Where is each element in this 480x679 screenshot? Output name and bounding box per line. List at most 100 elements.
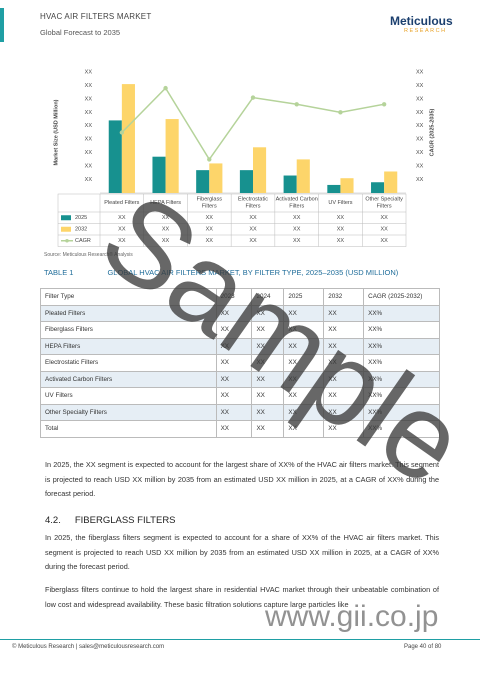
logo-subtitle: RESEARCH [404,28,447,34]
bar [253,147,267,193]
label-line: Pleated Filters [104,200,139,206]
table-cell: Total [40,420,217,438]
table-cell: UV Filters [40,387,217,405]
table-cell: XX [215,403,253,421]
x-tick-label: UV Filters [328,200,352,206]
paragraph: In 2025, the XX segment is expected to a… [45,460,439,498]
y2-tick-label: XX [416,83,424,89]
section-number: 4.2. [45,515,61,526]
table-header-cell: 2023 [215,288,253,306]
footer-page: Page 40 of 80 [404,644,442,650]
line-marker [250,95,256,100]
table-value: XX [380,227,388,233]
table-header-cell: CAGR (2025-2032) [363,288,440,306]
line-marker [207,157,212,162]
table-row: Activated Carbon Filters XX XX XX XX XX% [40,370,440,388]
legend-label: CAGR [75,238,91,244]
label-line: Filters [246,204,261,210]
table-value: XX [337,227,345,233]
table-value: XX [293,215,301,221]
label-line: Filters [202,204,217,210]
bar [239,170,253,193]
section-heading: 4.2. FIBERGLASS FILTERS [45,515,190,526]
section-title: FIBERGLASS FILTERS [74,515,176,526]
table-cell: XX [323,370,365,388]
legend-key [61,215,71,221]
bar [327,184,341,193]
table-value: XX [118,238,126,244]
table-value: XX [249,227,257,233]
footer-left: © Meticulous Research | sales@meticulous… [12,644,165,650]
y2-tick-label: XX [416,177,424,183]
table-value: XX [293,227,301,233]
label-line: HEPA Filters [150,200,181,206]
table-cell: XX [283,337,325,355]
table-cell: XX [215,370,253,388]
label-line: Filters [289,204,304,210]
line-marker [338,110,343,115]
legend-key [61,226,71,232]
y2-tick-label: XX [416,96,424,102]
table-value: XX [337,215,345,221]
table-cell: XX [283,403,325,421]
y-tick-label: XX [85,164,93,170]
line-marker [294,102,299,107]
line-marker [163,85,168,91]
line-marker [381,102,387,107]
label-line: Activated Carbon [276,197,318,203]
x-tick-label: Fiberglass Filters [197,197,223,210]
y2-tick-label: XX [416,164,424,170]
table-cell: XX% [363,337,440,355]
line-marker [119,130,125,135]
table-caption: TABLE 1 GLOBAL HVAC AIR FILTERS MARKET, B… [44,268,432,277]
table-cell: XX [251,370,285,388]
data-table-frame [57,193,407,247]
table-cell: XX% [363,304,440,322]
bar [296,159,310,193]
table-cell: Other Specialty Filters [40,403,217,421]
table-cell: XX% [363,403,440,421]
table-cell: XX [215,337,253,355]
x-tick-label: Electrostatic Filters [238,197,268,210]
bar [121,84,135,193]
table-cell: XX [215,304,253,322]
footer-line [0,639,480,640]
bar [108,120,122,193]
label-line: Fiberglass [197,197,223,203]
table-row: Pleated Filters XX XX XX XX XX% [40,304,440,322]
y2-axis-title: CAGR (2025-2035) [429,108,435,156]
table-value: XX [162,238,170,244]
bar [384,171,398,193]
y2-tick-label: XX [416,69,424,75]
y-tick-label: XX [85,83,93,89]
bar [165,119,179,193]
x-tick-label: Pleated Filters [104,200,139,206]
table-value: XX [206,215,214,221]
bar [209,163,223,193]
y-tick-label: XX [85,177,93,183]
bar [196,170,210,193]
y-tick-label: XX [85,150,93,156]
bar [340,178,354,193]
table-cell: XX% [363,370,440,388]
header-bar [0,8,4,42]
table-cell: XX [215,420,253,438]
table-cell: XX [251,337,285,355]
table-value: XX [249,238,257,244]
label-line: Other Specialty [365,197,403,203]
y-tick-label: XX [85,69,93,75]
y-tick-label: XX [85,110,93,116]
x-tick-label: Activated Carbon Filters [276,197,318,210]
y2-tick-label: XX [416,137,424,143]
table-value: XX [380,215,388,221]
table-cell: Pleated Filters [40,304,217,322]
x-tick-label: Other Specialty Filters [365,197,403,210]
bar [371,182,385,193]
y2-tick-label: XX [416,150,424,156]
table-cell: XX [323,403,365,421]
table-cell: XX% [363,420,440,438]
table-value: XX [118,227,126,233]
paragraph: Fiberglass filters continue to hold the … [45,585,439,609]
table-value: XX [118,215,126,221]
